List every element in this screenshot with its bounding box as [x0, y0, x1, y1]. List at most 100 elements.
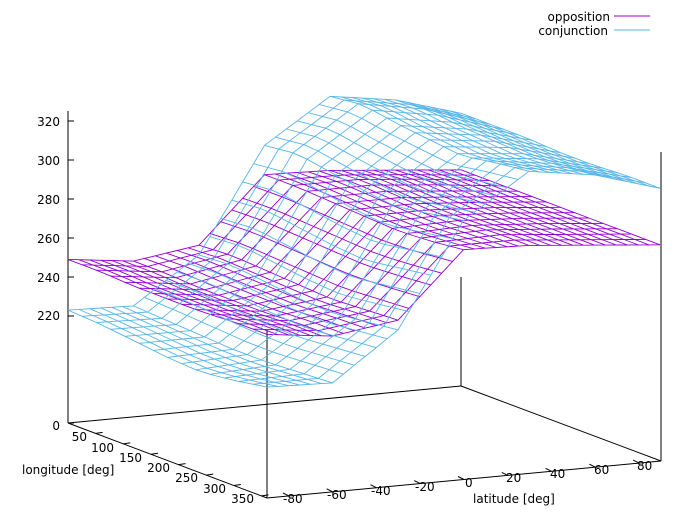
x-tick-mark	[413, 480, 421, 485]
y-tick-mark	[123, 442, 131, 445]
x-tick-label: 20	[506, 471, 521, 485]
surface-opposition-lat-line	[373, 169, 573, 246]
surface-conjunction-lat-line	[308, 112, 508, 189]
surface-opposition-lat-line	[275, 173, 475, 250]
surface-conjunction-lat-line	[67, 309, 268, 388]
surface-opposition-lat-line	[122, 260, 322, 337]
surface-conjunction-lat-line	[242, 181, 442, 258]
surface-opposition-lon-line	[124, 190, 518, 285]
surface-conjunction-lat-line	[439, 108, 639, 185]
surface-opposition-lat-line	[406, 169, 606, 246]
surface-opposition-lat-line	[177, 250, 377, 326]
legend: opposition conjunction	[538, 10, 650, 38]
surface-conjunction-lat-line	[111, 306, 311, 385]
surface-opposition-lat-line	[231, 209, 431, 286]
x-tick-label: 0	[465, 476, 473, 490]
surface-opposition-lat-line	[187, 247, 388, 324]
surface-opposition-lat-line	[133, 260, 333, 337]
surface-conjunction-lon-line	[110, 109, 504, 330]
z-tick-label: 220	[37, 309, 60, 323]
surface-opposition-lat-line	[362, 169, 562, 246]
surface-conjunction-lat-line	[275, 136, 475, 213]
surface-opposition-lat-line	[308, 171, 508, 248]
surface-opposition-lat-line	[242, 197, 442, 274]
x-tick-label: 60	[594, 463, 609, 477]
x-tick-mark	[632, 459, 640, 464]
x-tick-mark	[589, 463, 596, 468]
surface-opposition-lat-line	[166, 252, 366, 329]
surface-conjunction-lat-line	[133, 305, 333, 384]
surface-conjunction-lat-line	[384, 98, 584, 175]
surface-conjunction-lat-line	[286, 128, 486, 205]
x-tick-label: -20	[415, 480, 435, 494]
surface-conjunction-lat-line	[428, 106, 628, 183]
surface-opposition-lon-line	[96, 178, 490, 273]
y-tick-mark	[178, 463, 186, 466]
surface-conjunction-lon-line	[224, 160, 618, 379]
surface-opposition-lon-line	[153, 201, 547, 296]
x-axis-label: latitude [deg]	[473, 492, 555, 506]
z-tick-label: 280	[37, 193, 60, 207]
x-tick-mark	[326, 488, 333, 493]
surface-conjunction-lat-line	[231, 199, 431, 276]
y-tick-mark	[261, 494, 269, 497]
plot-frame	[67, 111, 662, 499]
z-tick-label: 320	[37, 115, 60, 129]
surface-opposition-lat-line	[351, 169, 551, 246]
x-tick-mark	[282, 492, 290, 497]
surface-opposition-lat-line	[439, 169, 639, 246]
surface-opposition-lat-line	[417, 169, 617, 246]
x-tick-mark	[501, 471, 509, 476]
surface-conjunction-lat-line	[406, 101, 606, 178]
x-tick-label: -80	[283, 492, 303, 506]
surface-opposition-lat-line	[384, 169, 584, 246]
surface-conjunction-lat-line	[122, 306, 322, 385]
surface-opposition-lon-line	[139, 196, 533, 291]
y-tick-label: 150	[119, 451, 142, 465]
surface-conjunction-lat-line	[460, 112, 661, 189]
surface-opposition-lat-line	[209, 232, 410, 309]
y-tick-label: 350	[231, 492, 254, 506]
surface-opposition-lat-line	[67, 258, 268, 335]
x-tick-mark	[370, 484, 377, 489]
surface-opposition-lat-line	[198, 244, 399, 321]
y-tick-label: 100	[91, 441, 114, 455]
surface-conjunction-lat-line	[155, 288, 355, 366]
right-base-edge	[460, 385, 662, 462]
surface-conjunction-lat-line	[220, 217, 420, 294]
surface-opposition-lat-line	[155, 255, 355, 332]
x-tick-label: -60	[327, 488, 347, 502]
surface-conjunction-lat-line	[449, 110, 650, 187]
surface-conjunction-lat-line	[297, 120, 497, 197]
surface-conjunction-lat-line	[100, 307, 300, 386]
y-tick-label: 250	[175, 471, 198, 485]
surface-opposition-lat-line	[264, 174, 464, 251]
y-tick-label: 200	[147, 461, 170, 475]
z-tick-label: 300	[37, 154, 60, 168]
z-tick-label: 260	[37, 232, 60, 246]
surface-opposition-lat-line	[395, 169, 595, 246]
y-tick-label: 50	[72, 430, 87, 444]
surface-opposition-lat-line	[89, 259, 289, 336]
surface-conjunction-lat-line	[373, 98, 573, 175]
z-tick-label: 240	[37, 271, 60, 285]
surface-conjunction-lat-line	[166, 279, 366, 357]
surface-conjunction-lat-line	[362, 97, 562, 174]
legend-label-opposition: opposition	[548, 10, 611, 24]
surface-conjunction-lat-line	[318, 104, 519, 180]
y-tick-label: 300	[203, 482, 226, 496]
surface-conjunction-lat-line	[144, 296, 344, 375]
surface-conjunction-lat-line	[177, 271, 377, 349]
surface-conjunction-lat-line	[209, 236, 410, 313]
surface-conjunction-lat-line	[351, 97, 551, 173]
latitude-axis-ticks: -80 -60 -40 -20 0 20 40 60 80	[283, 459, 652, 506]
surface-conjunction-lat-line	[89, 308, 289, 387]
surface-conjunction	[67, 95, 661, 388]
y-tick-mark	[95, 431, 103, 434]
surface-conjunction-lat-line	[78, 308, 278, 387]
y-tick-mark	[206, 473, 214, 476]
surface-opposition-lat-line	[329, 169, 530, 246]
z-tick-label: 0	[52, 419, 60, 433]
longitude-axis-ticks: 50 100 150 200 250 300 350	[72, 430, 254, 506]
